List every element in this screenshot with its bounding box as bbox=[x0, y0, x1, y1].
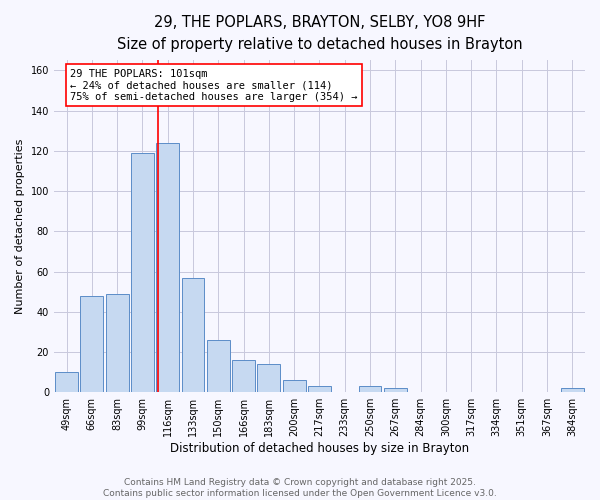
Bar bbox=[561, 388, 584, 392]
X-axis label: Distribution of detached houses by size in Brayton: Distribution of detached houses by size … bbox=[170, 442, 469, 455]
Bar bbox=[308, 386, 331, 392]
Bar bbox=[55, 372, 78, 392]
Bar bbox=[359, 386, 382, 392]
Bar bbox=[257, 364, 280, 392]
Bar bbox=[157, 143, 179, 392]
Text: 29 THE POPLARS: 101sqm
← 24% of detached houses are smaller (114)
75% of semi-de: 29 THE POPLARS: 101sqm ← 24% of detached… bbox=[70, 68, 358, 102]
Bar bbox=[384, 388, 407, 392]
Bar bbox=[131, 153, 154, 392]
Bar bbox=[106, 294, 128, 392]
Bar bbox=[283, 380, 305, 392]
Y-axis label: Number of detached properties: Number of detached properties bbox=[15, 138, 25, 314]
Bar bbox=[182, 278, 205, 392]
Text: Contains HM Land Registry data © Crown copyright and database right 2025.
Contai: Contains HM Land Registry data © Crown c… bbox=[103, 478, 497, 498]
Title: 29, THE POPLARS, BRAYTON, SELBY, YO8 9HF
Size of property relative to detached h: 29, THE POPLARS, BRAYTON, SELBY, YO8 9HF… bbox=[116, 15, 522, 52]
Bar bbox=[232, 360, 255, 392]
Bar bbox=[80, 296, 103, 392]
Bar bbox=[207, 340, 230, 392]
